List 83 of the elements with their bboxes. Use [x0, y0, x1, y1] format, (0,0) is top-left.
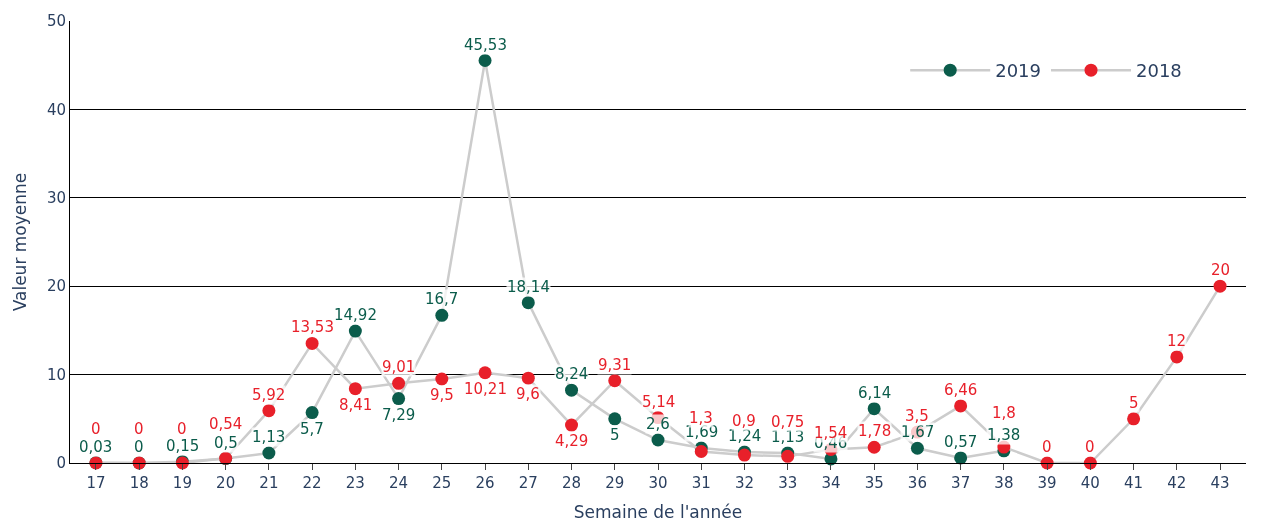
- data-label: 8,41: [339, 396, 373, 414]
- data-label: 4,29: [555, 432, 589, 450]
- data-label: 1,69: [685, 423, 719, 441]
- x-tick-label: 19: [172, 474, 192, 492]
- x-tick-label: 35: [864, 474, 884, 492]
- x-tick-label: 38: [994, 474, 1014, 492]
- x-axis-title: Semaine de l'année: [573, 502, 743, 523]
- data-label: 5,14: [642, 393, 676, 411]
- data-label: 9,01: [382, 358, 416, 376]
- data-label: 12: [1167, 332, 1187, 350]
- x-tick-label: 20: [216, 474, 236, 492]
- data-label: 1,8: [992, 404, 1016, 422]
- y-tick-label: 40: [46, 100, 66, 119]
- data-label: 8,24: [555, 365, 589, 383]
- data-label: 5,92: [252, 386, 286, 404]
- x-tick-label: 31: [691, 474, 711, 492]
- x-tick-label: 29: [605, 474, 625, 492]
- data-label: 5: [1129, 394, 1139, 412]
- data-label: 0: [177, 420, 187, 438]
- data-label: 1,38: [987, 426, 1021, 444]
- x-tick-label: 27: [518, 474, 538, 492]
- data-label: 6,46: [944, 381, 978, 399]
- data-label: 18,14: [507, 278, 550, 296]
- x-tick-label: 43: [1210, 474, 1230, 492]
- data-label: 3,5: [905, 407, 929, 425]
- y-tick-label: 0: [56, 454, 66, 473]
- data-label: 9,5: [430, 386, 454, 404]
- data-label: 5,7: [300, 420, 324, 438]
- data-label: 20: [1211, 261, 1231, 279]
- data-label: 13,53: [291, 318, 334, 336]
- data-label: 1,13: [771, 428, 805, 446]
- data-label: 0,54: [209, 415, 243, 433]
- data-label: 0: [134, 420, 144, 438]
- x-tick-label: 39: [1037, 474, 1057, 492]
- legend-label: 2019: [995, 60, 1042, 82]
- legend-label: 2018: [1136, 60, 1182, 82]
- data-label: 0,57: [944, 433, 978, 451]
- x-tick-label: 34: [821, 474, 841, 492]
- x-tick-label: 25: [432, 474, 452, 492]
- data-label: 16,7: [425, 290, 459, 308]
- x-tick-label: 24: [389, 474, 409, 492]
- x-tick-label: 36: [907, 474, 927, 492]
- y-tick-label: 10: [46, 365, 66, 384]
- data-label: 0,75: [771, 413, 805, 431]
- data-label: 0: [1042, 438, 1052, 456]
- data-label: 0,5: [214, 434, 238, 452]
- y-tick-label: 30: [46, 189, 66, 208]
- data-label: 1,13: [252, 428, 286, 446]
- data-label: 1,3: [689, 409, 713, 427]
- data-label: 0: [1085, 438, 1095, 456]
- x-tick-label: 32: [734, 474, 755, 492]
- x-tick-label: 37: [951, 474, 971, 492]
- x-tick-label: 23: [345, 474, 365, 492]
- data-label: 10,21: [464, 380, 507, 398]
- data-label: 7,29: [382, 406, 416, 424]
- x-tick-label: 42: [1167, 474, 1187, 492]
- data-label: 0: [91, 420, 101, 438]
- x-tick-label: 22: [302, 474, 322, 492]
- data-label: 0,9: [732, 412, 756, 430]
- x-tick-label: 17: [86, 474, 106, 492]
- data-label: 2,6: [646, 415, 670, 433]
- x-tick-label: 21: [259, 474, 279, 492]
- data-label: 45,53: [464, 36, 507, 54]
- data-label: 14,92: [334, 306, 377, 324]
- data-label: 5: [610, 426, 620, 444]
- x-tick-label: 33: [778, 474, 798, 492]
- x-tick-label: 30: [648, 474, 668, 492]
- x-tick-label: 26: [475, 474, 495, 492]
- y-tick-label: 50: [46, 12, 66, 31]
- data-label: 0,03: [79, 438, 113, 456]
- data-label: 9,31: [598, 356, 632, 374]
- data-label: 9,6: [516, 385, 540, 403]
- y-tick-label: 20: [46, 277, 66, 296]
- x-tick-label: 18: [129, 474, 149, 492]
- x-tick-label: 28: [561, 474, 582, 492]
- y-axis-title: Valeur moyenne: [10, 172, 31, 312]
- x-tick-label: 41: [1124, 474, 1144, 492]
- data-label: 0: [134, 438, 144, 456]
- data-label: 6,14: [858, 384, 892, 402]
- data-label: 0,15: [166, 437, 200, 455]
- x-tick-label: 40: [1080, 474, 1100, 492]
- data-label: 1,24: [728, 427, 762, 445]
- data-label: 1,78: [858, 422, 892, 440]
